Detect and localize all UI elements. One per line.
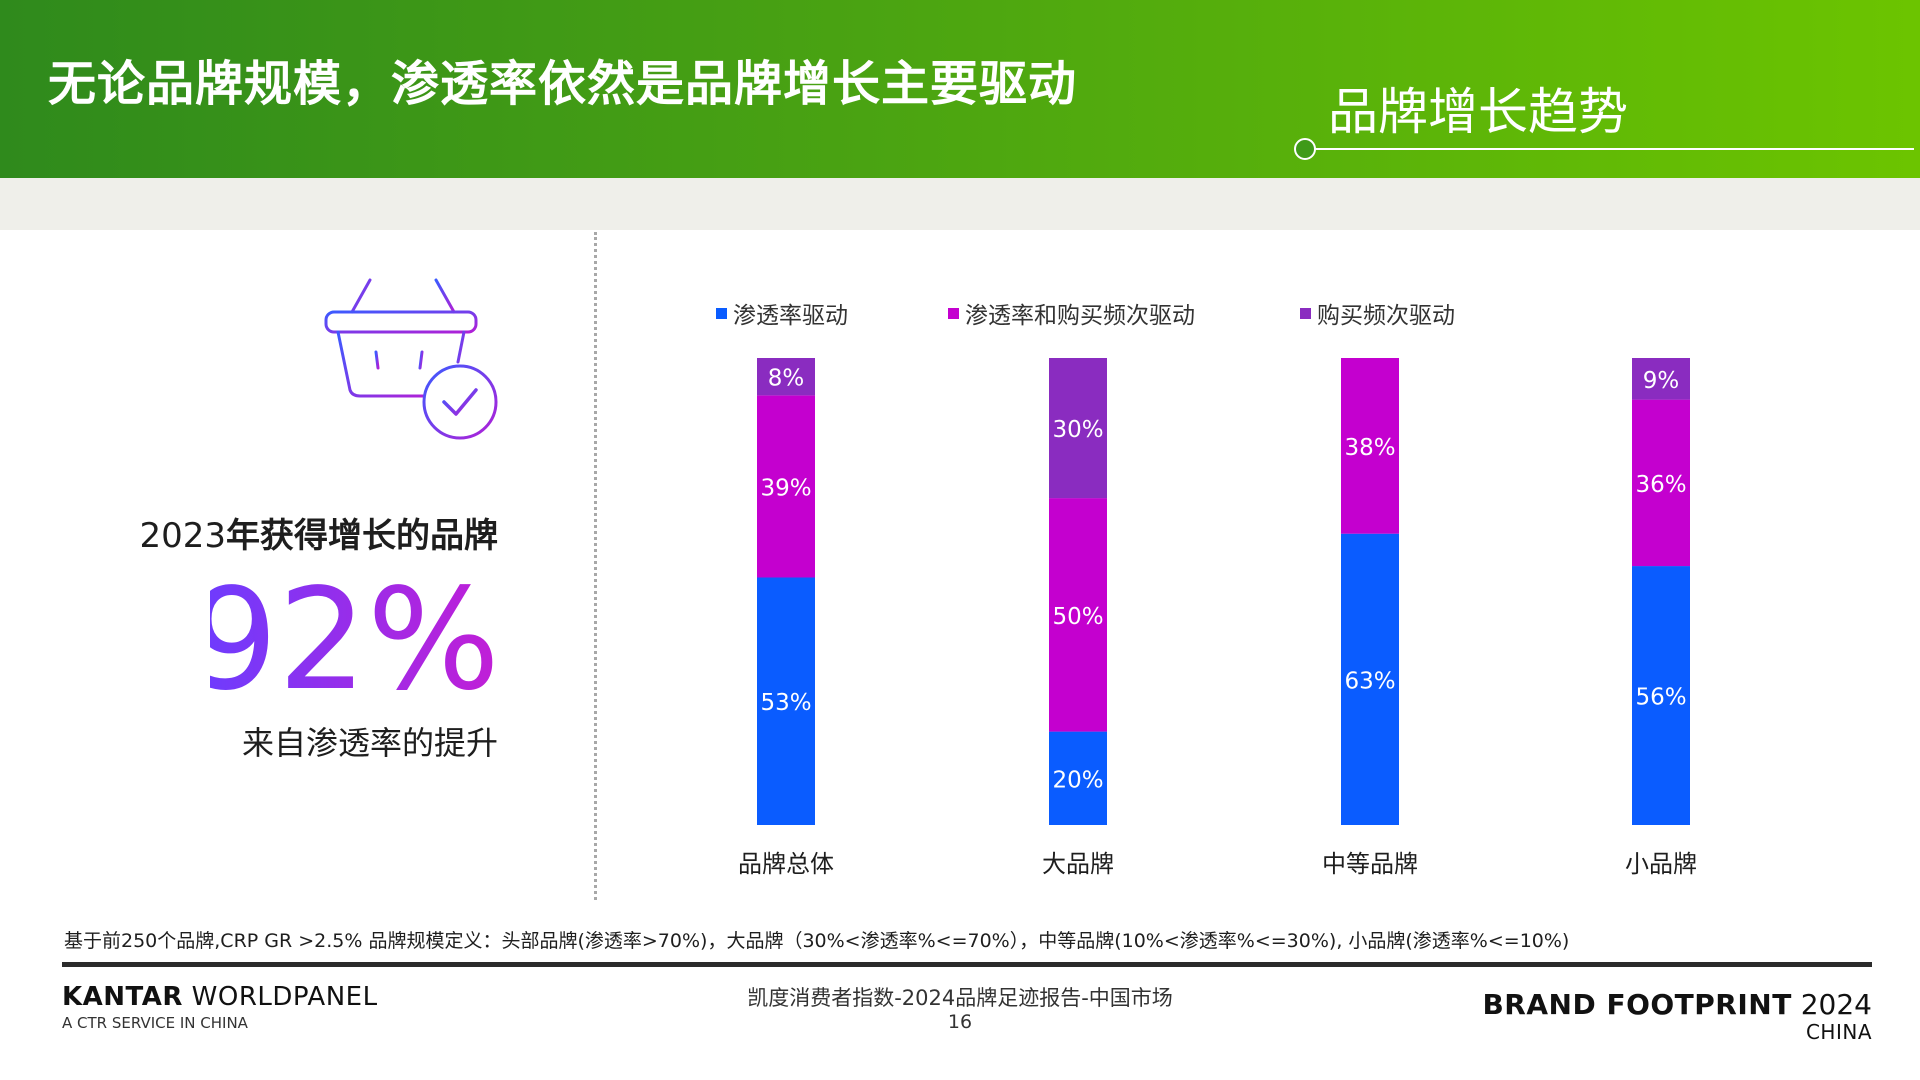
legend-item: 渗透率和购买频次驱动 (948, 303, 1195, 329)
bar-segment (1632, 399, 1690, 567)
stat-subtitle: 来自渗透率的提升 (241, 724, 498, 762)
category-label: 大品牌 (1042, 850, 1114, 878)
data-label: 39% (760, 475, 811, 501)
bar-segment (1632, 566, 1690, 825)
kantar-logo-rest: WORLDPANEL (182, 982, 378, 1012)
data-label: 20% (1052, 767, 1103, 793)
legend-swatch (1300, 308, 1311, 319)
bar-segment (1049, 731, 1107, 825)
section-label: 品牌增长趋势 (1328, 83, 1628, 141)
legend-label: 购买频次驱动 (1317, 303, 1455, 329)
stat-label-text: 年获得增长的品牌 (226, 516, 498, 556)
stat-value: 92% (210, 560, 500, 710)
bar-segment (1632, 358, 1690, 400)
data-label: 38% (1344, 435, 1395, 461)
stat-label: 2023年获得增长的品牌 (139, 508, 498, 557)
legend-label: 渗透率和购买频次驱动 (965, 303, 1195, 329)
data-label: 50% (1052, 604, 1103, 630)
sub-header-band (0, 178, 1920, 230)
footer-rule (62, 962, 1872, 967)
stat-value-text: 92% (210, 560, 500, 710)
bar-segment (1049, 498, 1107, 732)
legend-swatch (716, 308, 727, 319)
data-label: 9% (1643, 368, 1680, 394)
brand-footprint-year: 2024 (1791, 988, 1872, 1021)
bar-segment (1341, 533, 1399, 825)
page-number: 16 (947, 1011, 973, 1033)
kantar-logo-bold: KANTAR (62, 982, 183, 1012)
report-name: 凯度消费者指数-2024品牌足迹报告-中国市场 (747, 986, 1173, 1010)
legend-item: 购买频次驱动 (1300, 303, 1455, 329)
category-label: 中等品牌 (1322, 850, 1418, 878)
bar-segment (1049, 358, 1107, 499)
data-label: 56% (1635, 685, 1686, 711)
kantar-logo: KANTAR WORLDPANEL (62, 982, 378, 1012)
brand-footprint-region: CHINA (1805, 1020, 1872, 1044)
kantar-subtitle: A CTR SERVICE IN CHINA (62, 1014, 248, 1032)
header-banner: 无论品牌规模，渗透率依然是品牌增长主要驱动 品牌增长趋势 (0, 0, 1920, 178)
data-label: 8% (768, 366, 805, 392)
data-label: 36% (1635, 472, 1686, 498)
page-title: 无论品牌规模，渗透率依然是品牌增长主要驱动 (48, 56, 1078, 112)
data-label: 30% (1052, 417, 1103, 443)
footnote: 基于前250个品牌,CRP GR >2.5% 品牌规模定义：头部品牌(渗透率>7… (64, 930, 1570, 952)
data-label: 63% (1344, 668, 1395, 694)
bar-segment (757, 358, 815, 396)
bar-segment (757, 395, 815, 578)
shopping-basket-check-icon (324, 278, 498, 440)
bar-segment (757, 577, 815, 825)
bar-segment (1341, 358, 1399, 534)
section-dot-icon (1294, 138, 1316, 160)
data-label: 53% (760, 690, 811, 716)
stacked-bar-chart: 渗透率驱动 渗透率和购买频次驱动 购买频次驱动 53% 39% 8% 品牌总体 20% 50% 3… (716, 303, 1697, 878)
legend-item: 渗透率驱动 (716, 303, 848, 329)
legend-swatch (948, 308, 959, 319)
stat-year: 2023 (139, 516, 226, 556)
panel-divider (594, 232, 597, 900)
legend-label: 渗透率驱动 (733, 303, 848, 329)
brand-footprint-logo: BRAND FOOTPRINT 2024 (1482, 988, 1872, 1021)
section-line (1296, 148, 1914, 150)
category-label: 品牌总体 (738, 850, 834, 878)
brand-footprint-bold: BRAND FOOTPRINT (1482, 988, 1792, 1021)
category-label: 小品牌 (1625, 850, 1697, 878)
